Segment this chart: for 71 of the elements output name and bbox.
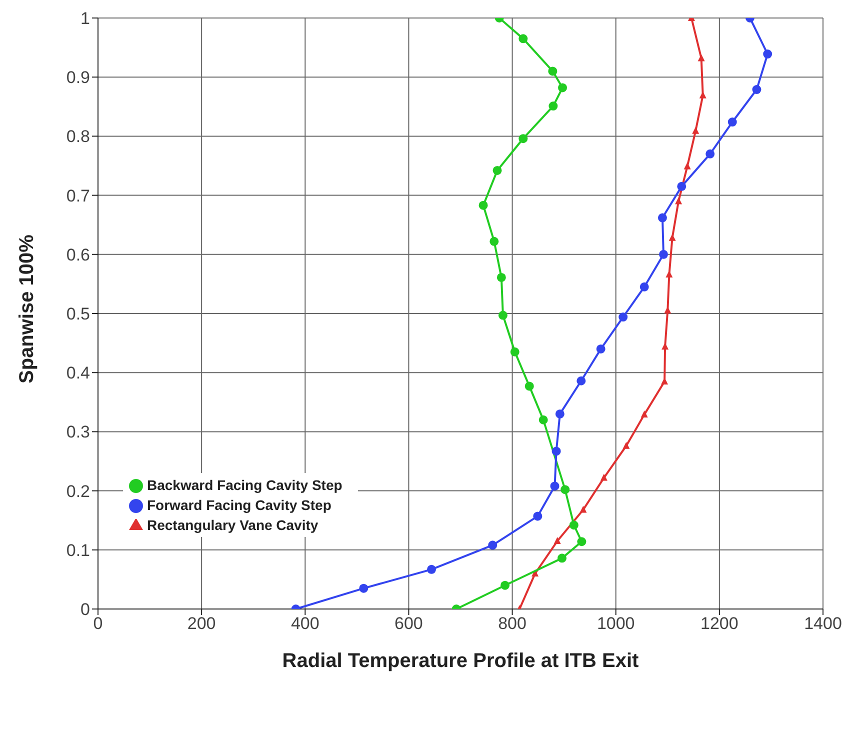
point xyxy=(622,442,630,449)
x-tick-label: 600 xyxy=(394,614,423,634)
point xyxy=(558,83,568,92)
y-tick-label: 0.5 xyxy=(66,304,90,324)
point xyxy=(554,537,561,544)
x-tick-label: 1400 xyxy=(804,614,842,634)
point xyxy=(640,282,649,292)
x-tick-label: 200 xyxy=(187,614,216,634)
point xyxy=(706,149,715,158)
x-tick-label: 400 xyxy=(290,614,320,634)
y-tick-label: 1 xyxy=(80,9,90,28)
point xyxy=(518,134,528,144)
y-tick-label: 0.2 xyxy=(66,482,90,501)
point xyxy=(524,382,534,391)
point xyxy=(496,272,506,282)
point xyxy=(490,236,499,246)
point xyxy=(698,54,705,62)
point xyxy=(692,126,700,134)
point xyxy=(492,166,502,175)
point xyxy=(558,554,566,563)
point xyxy=(618,312,628,322)
point xyxy=(359,584,368,593)
point xyxy=(677,182,686,191)
x-tick-label: 1000 xyxy=(596,614,635,634)
point xyxy=(577,537,586,546)
y-tick-label: 0.8 xyxy=(66,127,90,146)
point xyxy=(427,564,436,574)
point xyxy=(538,415,548,424)
point xyxy=(548,102,558,111)
y-tick-label: 0 xyxy=(80,600,90,620)
y-tick-label: 0.4 xyxy=(66,364,90,383)
y-tick-label: 0.1 xyxy=(66,540,90,560)
y-tick-label: 0.9 xyxy=(66,68,90,88)
point xyxy=(569,520,578,530)
y-axis-title: Spanwise 100% xyxy=(16,234,38,384)
legend-label: Forward Facing Cavity Step xyxy=(147,497,332,513)
point xyxy=(662,342,669,350)
point xyxy=(640,410,648,418)
point xyxy=(548,66,558,76)
point xyxy=(498,310,508,320)
point xyxy=(684,162,691,170)
point xyxy=(500,580,510,590)
point xyxy=(658,213,667,222)
point xyxy=(752,85,762,94)
point xyxy=(518,34,528,44)
x-tick-label: 1200 xyxy=(700,614,738,634)
point xyxy=(552,446,561,456)
y-tick-label: 0.7 xyxy=(66,186,90,206)
x-tick-label: 800 xyxy=(498,614,526,634)
point xyxy=(728,118,737,127)
point xyxy=(675,197,682,204)
point xyxy=(488,540,498,550)
point xyxy=(560,485,570,494)
y-tick-label: 0.3 xyxy=(66,422,90,442)
point xyxy=(576,376,586,386)
point xyxy=(510,347,520,356)
point xyxy=(596,344,606,354)
point xyxy=(478,200,488,210)
x-axis-title: Radial Temperature Profile at ITB Exit xyxy=(282,650,640,672)
point xyxy=(668,234,676,241)
point xyxy=(600,474,608,481)
legend-label: Backward Facing Cavity Step xyxy=(147,477,342,493)
point xyxy=(550,482,560,491)
point xyxy=(659,250,668,259)
point xyxy=(763,50,772,59)
point xyxy=(580,506,587,513)
point xyxy=(533,512,542,521)
x-tick-label: 0 xyxy=(93,614,103,634)
legend-label: Rectangulary Vane Cavity xyxy=(147,517,318,533)
y-tick-label: 0.6 xyxy=(66,245,90,264)
point xyxy=(555,409,564,418)
